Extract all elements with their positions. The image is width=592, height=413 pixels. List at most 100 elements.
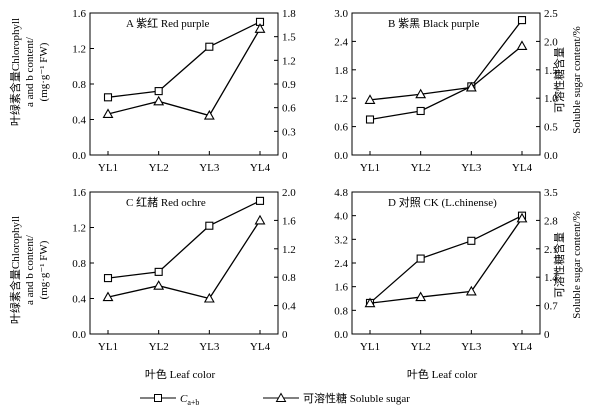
right-axis-label-line-1: 可溶性糖含量 [552,232,566,298]
panel-c-sugar-point [153,280,165,290]
panel-d-cab-point [467,236,476,245]
right-axis-label-line-1: 可溶性糖含量 [552,47,566,113]
panel-b-left-tick-label: 0.6 [334,122,348,134]
panel-a-sugar-point [153,95,165,106]
right-axis-label: 可溶性糖含量 Soluble sugar content/% 可溶性糖含量 So… [552,26,583,319]
panel-c-sugar-point [203,292,215,303]
panel-c-left-tick-label: 0.4 [72,294,86,306]
legend-cab-marker [154,394,162,402]
panel-c-cab-point [255,196,265,205]
panel-c-right-tick-label: 1.6 [282,215,296,227]
panel-d-left-tick-label: 0.0 [334,329,348,341]
panel-c-left-tick-label: 0.8 [72,258,86,270]
panel-a-right-tick-label: 1.5 [282,32,296,44]
panel-c-sugar-point [102,291,114,302]
panel-c-left-tick-label: 1.6 [72,187,86,199]
panel-a-sugar-point [254,23,266,33]
panel-d-sugar-point [516,212,528,223]
panel-b-sugar-point [415,88,427,99]
panel-d-left-tick-label: 0.8 [334,305,348,317]
panel-a-left-tick-label: 0.0 [72,150,86,162]
panel-b-right-tick-label: 2.5 [544,8,558,20]
panel-a-category-label: YL4 [250,162,271,174]
panel-b: B 紫黑 Black purple 0.0 0.6 1.2 1.8 2.4 3.0 0.0 0.… [334,8,558,174]
panel-a-right-tick-label: 0.9 [282,79,296,91]
panel-b-cab-point [517,16,527,25]
panel-b-right-tick-label: 0.0 [544,150,558,162]
panel-d-sugar-point [364,297,376,308]
panel-d-cab-line [369,215,523,304]
panel-c-right-tick-label: 1.2 [282,244,296,256]
panel-c-right-tick-label: 2.0 [282,187,296,199]
panel-d-left-tick-label: 3.2 [334,234,348,246]
x-axis-label-left: 叶色 Leaf color [145,367,216,381]
right-axis-label-line-2: Soluble sugar content/% [571,211,583,319]
panel-a-sugar-line [107,28,261,117]
panel-c-category-label: YL1 [98,341,118,353]
panel-b-sugar-point [364,94,376,104]
panel-d-right-tick-label: 2.1 [544,244,558,256]
panel-a-cab-point [154,87,163,96]
panel-c: C 红赭 Red ochre 0.0 0.4 0.8 1.2 1.6 0 0.4 0.8 1.2 1… [72,187,296,353]
panel-a-category-label: YL3 [199,162,220,174]
panel-c-category-label: YL4 [250,341,271,353]
left-axis-label: 叶绿素含量Chlorophyll a and b content/ (mg·g⁻… [8,18,50,324]
panel-c-category-label: YL3 [199,341,220,353]
legend: Ca+b 可溶性糖 Soluble sugar [140,391,410,407]
panel-c-title: C 红赭 Red ochre [126,195,206,209]
panel-a-right-tick-label: 0.3 [282,126,296,138]
panel-a-cab-point [103,93,113,102]
panel-d-category-label: YL1 [360,341,380,353]
panel-a-cab-point [205,42,214,51]
panel-a-title: A 紫红 Red purple [126,17,210,30]
panel-d-left-tick-label: 4.8 [334,187,348,199]
panel-d-category-label: YL3 [461,341,482,353]
legend-sugar-marker [275,392,287,402]
panel-b-right-tick-label: 1.0 [544,93,558,105]
left-axis-label-line-2: a and b content/ [24,234,36,305]
panel-b-sugar-point [465,81,477,92]
panel-b-left-tick-label: 1.8 [334,65,348,77]
panel-d: D 对照 CK (L.chinense) 0.0 0.8 1.6 2.4 3.2 4.0 4.… [334,187,558,353]
panel-c-sugar-line [107,220,261,300]
legend-cab-subscript: a+b [187,398,199,407]
panel-a-left-tick-label: 1.6 [72,8,86,20]
panel-d-category-label: YL4 [512,341,533,353]
panel-d-right-tick-label: 3.5 [544,187,558,199]
panel-b-left-tick-label: 3.0 [334,8,348,20]
left-axis-label-line-3: (mg·g⁻¹ FW) [38,240,50,299]
panel-c-right-tick-label: 0.8 [282,272,296,284]
panel-b-left-tick-label: 0.0 [334,150,348,162]
panel-a-right-tick-label: 0 [282,150,288,162]
panel-b-sugar-point [516,40,528,50]
panel-c-left-tick-label: 0.0 [72,329,86,341]
panel-d-left-tick-label: 2.4 [334,258,348,270]
panel-c-cab-line [107,200,261,279]
panel-d-right-tick-label: 2.8 [544,215,558,227]
panel-b-category-label: YL4 [512,162,533,174]
left-axis-label-line-1: 叶绿素含量Chlorophyll [8,18,22,126]
panel-a-right-tick-label: 0.6 [282,103,296,115]
panel-c-category-label: YL2 [149,341,169,353]
panel-b-right-tick-label: 0.5 [544,122,558,134]
panel-b-cab-line [369,19,523,121]
panel-c-frame [89,191,279,335]
panel-a-cab-line [107,21,261,98]
legend-cab-label: Ca+b [180,393,199,407]
panel-a-left-tick-label: 0.8 [72,79,86,91]
panel-c-sugar-point [254,214,266,225]
panel-c-right-tick-label: 0.4 [282,301,296,313]
left-axis-label-line-3: (mg·g⁻¹ FW) [38,42,50,101]
panel-a-sugar-point [102,108,114,119]
panel-d-left-tick-label: 4.0 [334,211,348,223]
right-axis-label-line-2: Soluble sugar content/% [571,26,583,134]
panel-a-left-tick-label: 0.4 [72,115,86,127]
panel-d-title: D 对照 CK (L.chinense) [388,195,497,209]
panel-c-left-tick-label: 1.2 [72,223,86,235]
panel-b-left-tick-label: 1.2 [334,93,348,105]
panel-a: A 紫红 Red purple 0.0 0.4 0.8 1.2 1.6 0 0.3 0.6 0.9… [72,8,296,174]
x-axis-label-right: 叶色 Leaf color [407,367,478,381]
panel-b-right-tick-label: 2.0 [544,36,558,48]
panel-d-right-tick-label: 0 [544,329,550,341]
panel-b-cab-point [365,115,375,124]
